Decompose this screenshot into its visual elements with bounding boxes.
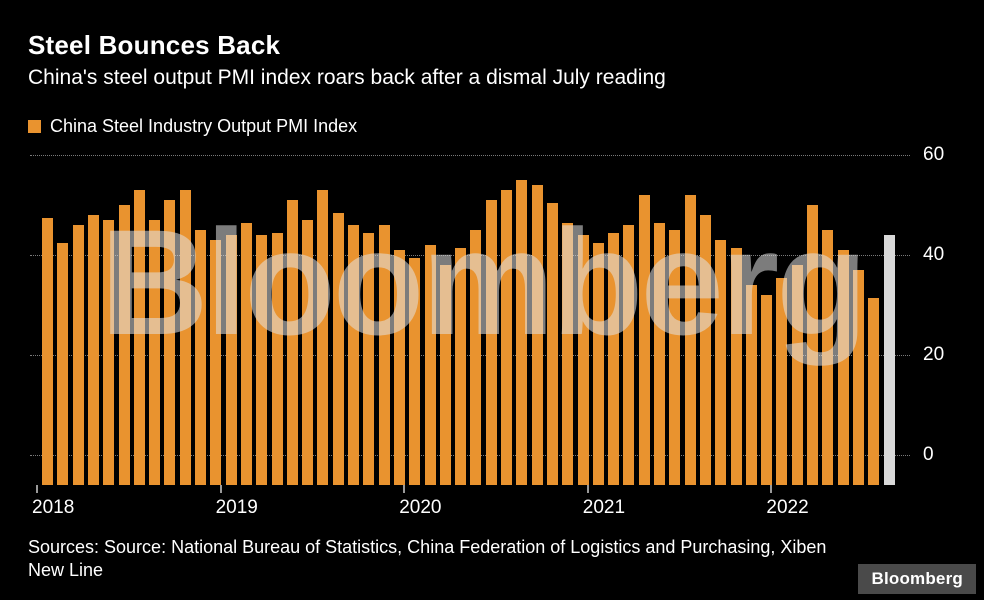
sources-note: Sources: Source: National Bureau of Stat… [28, 537, 827, 581]
x-axis-label-2020: 2020 [399, 497, 442, 518]
bar-2021-01 [592, 242, 604, 485]
bar-2019-04 [271, 232, 283, 485]
bar-2019-10 [363, 232, 375, 485]
y-axis-label-0: 0 [923, 444, 934, 465]
bar-2022-02 [791, 265, 803, 485]
bar-2022-01 [776, 277, 788, 485]
bar-2020-04 [455, 247, 467, 485]
bar-2022-05 [837, 250, 849, 485]
bar-2021-09 [715, 240, 727, 485]
bar-2022-06 [852, 270, 864, 485]
bar-2018-08 [149, 220, 161, 485]
x-axis-tick-2019 [219, 485, 222, 493]
bar-2020-12 [577, 235, 589, 485]
bar-2018-04 [87, 215, 99, 485]
bar-2022-08 [883, 235, 895, 485]
bar-2021-05 [654, 222, 665, 485]
bar-2022-03 [807, 205, 818, 485]
bloomberg-logo: Bloomberg [858, 564, 976, 594]
y-axis-label-40: 40 [923, 244, 945, 265]
gridline-40 [30, 255, 910, 256]
bar-2019-12 [393, 250, 405, 485]
gridline-20 [30, 355, 910, 356]
x-axis-tick-2022 [770, 485, 773, 493]
bar-2020-08 [516, 180, 528, 485]
bar-2021-07 [684, 195, 696, 485]
bar-2018-06 [118, 205, 130, 485]
bar-2019-03 [256, 235, 268, 485]
bar-2018-07 [133, 190, 145, 485]
bar-2022-04 [822, 230, 834, 485]
bar-2021-02 [608, 232, 620, 485]
bar-2020-03 [439, 265, 451, 485]
bar-2018-05 [103, 220, 115, 485]
bar-2019-06 [302, 220, 314, 485]
bar-2019-05 [286, 200, 298, 485]
legend-label: China Steel Industry Output PMI Index [50, 116, 358, 136]
y-axis-label-60: 60 [923, 144, 945, 165]
bar-2020-10 [546, 202, 558, 485]
x-axis-label-2022: 2022 [766, 497, 809, 518]
bar-2021-06 [669, 230, 681, 485]
gridline-60 [30, 155, 910, 156]
bar-2020-02 [424, 245, 436, 485]
x-axis-tick-2021 [586, 485, 589, 493]
bar-2021-12 [761, 295, 773, 485]
bar-2020-07 [501, 190, 512, 485]
bar-2020-01 [409, 257, 421, 485]
bar-2020-06 [485, 200, 497, 485]
bar-2018-02 [57, 242, 69, 485]
bar-2019-11 [378, 225, 390, 485]
bar-2021-03 [623, 225, 635, 485]
x-axis-tick-2020 [403, 485, 406, 493]
bar-2020-05 [470, 230, 482, 485]
bar-2021-10 [730, 247, 742, 485]
bar-2021-08 [699, 215, 711, 485]
x-axis-label-2021: 2021 [582, 497, 626, 518]
chart-subtitle: China's steel output PMI index roars bac… [28, 66, 666, 89]
chart-title: Steel Bounces Back [28, 30, 281, 60]
bar-2018-03 [72, 225, 84, 485]
bar-2020-11 [562, 222, 574, 485]
x-axis-tick-2018 [36, 485, 38, 493]
x-axis-label-2018: 2018 [32, 497, 75, 518]
bar-2018-09 [164, 200, 176, 485]
x-axis-label-2019: 2019 [215, 497, 258, 518]
bar-2021-11 [745, 285, 757, 485]
legend-swatch [28, 120, 41, 133]
bar-2018-12 [210, 240, 222, 485]
chart-area: 60 40 20 0 2018 2019 2020 2021 2022 Bloomberg [30, 144, 984, 530]
y-axis-label-20: 20 [923, 344, 945, 365]
bar-2021-04 [638, 195, 650, 485]
bar-2019-02 [240, 222, 252, 485]
bar-2019-08 [332, 212, 344, 485]
legend: China Steel Industry Output PMI Index [28, 116, 357, 137]
bar-2019-07 [317, 190, 329, 485]
bar-2019-09 [348, 225, 359, 485]
gridline-0 [30, 455, 910, 456]
bar-2020-09 [531, 185, 543, 485]
bar-2019-01 [225, 235, 237, 485]
bar-2018-01 [42, 217, 53, 485]
bar-2018-10 [179, 190, 191, 485]
bar-2018-11 [195, 230, 206, 485]
bar-2022-07 [868, 297, 880, 485]
